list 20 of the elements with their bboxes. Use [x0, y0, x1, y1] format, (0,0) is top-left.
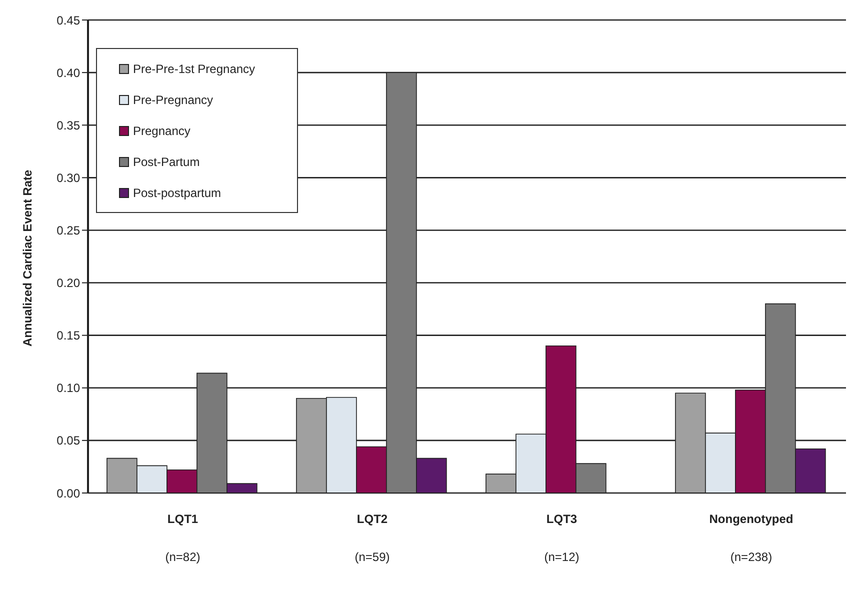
- y-axis-title: Annualized Cardiac Event Rate: [20, 169, 34, 346]
- y-tick-label: 0.40: [56, 66, 80, 80]
- category-label: LQT1 (n=82): [165, 512, 200, 564]
- y-tick-label: 0.00: [56, 486, 80, 500]
- legend-label: Pre-Pregnancy: [133, 92, 214, 106]
- category-label: Nongenotyped (n=238): [709, 512, 794, 564]
- legend-label: Pregnancy: [133, 124, 190, 138]
- y-tick-label: 0.35: [56, 118, 80, 132]
- category-label: LQT2 (n=59): [354, 512, 390, 564]
- y-tick-label: 0.25: [56, 223, 80, 238]
- legend-label: Post-postpartum: [133, 186, 222, 200]
- y-tick-label: 0.45: [56, 13, 80, 28]
- y-tick-label: 0.05: [56, 434, 80, 448]
- legend-label: Pre-Pre-1st Pregnancy: [133, 62, 256, 76]
- y-tick-label: 0.15: [56, 328, 80, 343]
- legend-label: Post-Partum: [133, 154, 200, 168]
- category-label: LQT3 (n=12): [544, 512, 580, 564]
- y-tick-label: 0.20: [56, 276, 80, 290]
- y-tick-label: 0.30: [56, 170, 80, 185]
- y-tick-label: 0.10: [56, 381, 80, 396]
